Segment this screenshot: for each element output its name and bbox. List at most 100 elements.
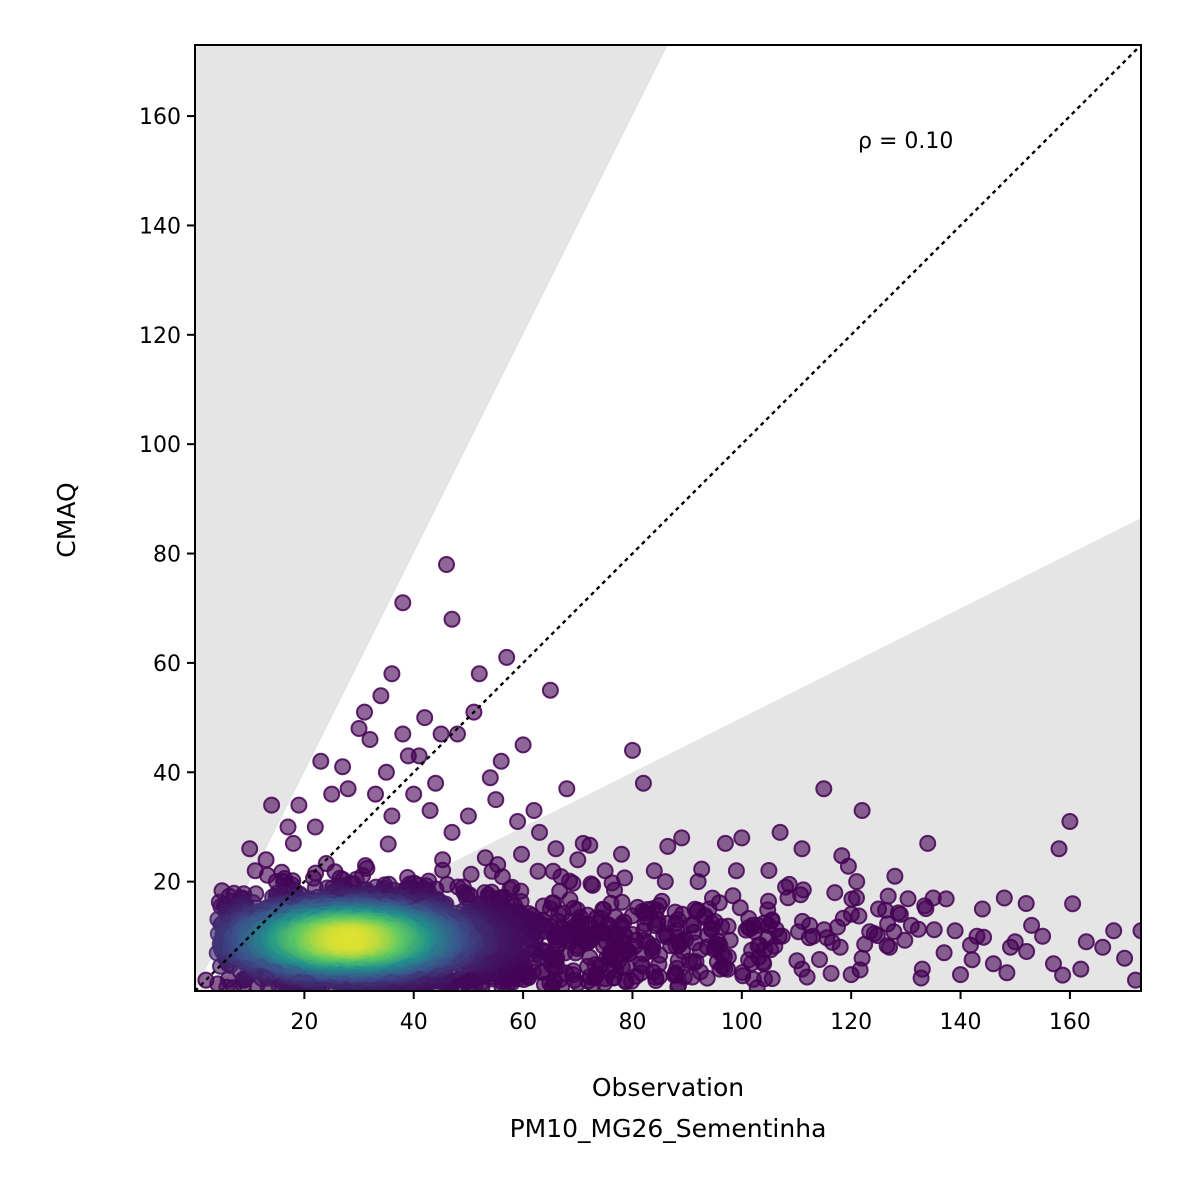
annotation-correlation: ρ = 0.10 bbox=[858, 129, 953, 154]
data-point bbox=[973, 900, 991, 918]
data-point bbox=[822, 964, 840, 982]
data-point bbox=[935, 944, 953, 962]
data-point bbox=[547, 840, 565, 858]
data-point bbox=[459, 807, 477, 825]
data-point bbox=[1023, 916, 1041, 934]
data-point bbox=[659, 837, 677, 855]
data-point bbox=[839, 857, 857, 875]
data-point bbox=[432, 725, 450, 743]
one-to-one-line bbox=[195, 45, 1141, 991]
y-tick-label: 80 bbox=[153, 543, 181, 568]
data-point bbox=[1017, 895, 1035, 912]
data-point bbox=[771, 823, 789, 841]
data-point bbox=[886, 867, 904, 885]
data-point bbox=[634, 774, 652, 792]
data-point bbox=[1072, 960, 1090, 978]
data-point bbox=[919, 834, 937, 852]
data-point bbox=[1064, 895, 1082, 913]
data-point bbox=[306, 818, 324, 836]
data-point bbox=[394, 594, 412, 612]
data-point bbox=[438, 556, 455, 573]
data-point bbox=[462, 865, 480, 883]
data-point bbox=[377, 763, 395, 781]
data-point bbox=[290, 796, 308, 814]
data-point bbox=[361, 731, 379, 748]
x-tick-label: 20 bbox=[290, 1010, 318, 1035]
data-point bbox=[379, 835, 397, 853]
data-point bbox=[946, 922, 964, 940]
data-point bbox=[356, 703, 373, 721]
data-point bbox=[470, 665, 488, 683]
data-point bbox=[498, 648, 516, 666]
data-point bbox=[925, 921, 943, 939]
y-tick-label: 20 bbox=[153, 871, 181, 896]
data-point bbox=[984, 955, 1002, 973]
data-point bbox=[879, 915, 897, 933]
y-tick-label: 120 bbox=[139, 324, 181, 349]
x-tick-label: 60 bbox=[509, 1010, 537, 1035]
data-point bbox=[952, 966, 969, 984]
data-point bbox=[1132, 922, 1141, 940]
data-point bbox=[1054, 966, 1072, 984]
data-point bbox=[509, 813, 527, 830]
shaded-regions bbox=[195, 45, 1141, 991]
data-point bbox=[350, 720, 368, 737]
data-point bbox=[323, 785, 341, 803]
data-point bbox=[312, 752, 330, 770]
data-point bbox=[421, 802, 439, 819]
data-point bbox=[1034, 927, 1052, 945]
data-point bbox=[383, 665, 401, 683]
data-point bbox=[443, 823, 461, 841]
data-point bbox=[856, 935, 874, 953]
data-point bbox=[733, 829, 751, 847]
data-point bbox=[514, 736, 532, 754]
x-axis-sublabel: PM10_MG26_Sementinha bbox=[510, 1114, 827, 1143]
data-point bbox=[531, 823, 548, 841]
data-point bbox=[1050, 840, 1068, 858]
data-point bbox=[743, 941, 761, 959]
data-point bbox=[383, 807, 401, 825]
data-point bbox=[963, 951, 981, 969]
y-axis-label: CMAQ bbox=[52, 482, 81, 557]
data-point bbox=[541, 681, 559, 699]
y-tick-label: 160 bbox=[139, 105, 181, 130]
data-point bbox=[399, 747, 417, 765]
x-tick-label: 100 bbox=[721, 1010, 763, 1035]
data-point bbox=[449, 725, 466, 743]
x-tick-label: 120 bbox=[830, 1010, 872, 1035]
data-point bbox=[394, 725, 412, 743]
data-point bbox=[848, 873, 866, 891]
data-point bbox=[737, 921, 755, 939]
data-point bbox=[1018, 943, 1036, 960]
data-point bbox=[487, 791, 505, 809]
data-point bbox=[779, 889, 797, 907]
data-point bbox=[284, 834, 302, 852]
data-point bbox=[584, 876, 602, 894]
data-point bbox=[731, 899, 749, 917]
data-point bbox=[896, 931, 914, 949]
data-point bbox=[656, 873, 674, 891]
data-point bbox=[851, 961, 869, 979]
data-point bbox=[581, 836, 599, 854]
data-point bbox=[790, 923, 807, 941]
data-point bbox=[826, 884, 844, 902]
data-point bbox=[878, 937, 896, 955]
data-point bbox=[443, 610, 461, 628]
data-point bbox=[1077, 933, 1095, 951]
data-point bbox=[645, 862, 663, 880]
data-point bbox=[241, 840, 259, 858]
data-point bbox=[962, 936, 979, 954]
data-point bbox=[727, 862, 745, 880]
data-point bbox=[877, 901, 894, 919]
data-point bbox=[793, 840, 811, 858]
data-point bbox=[1116, 949, 1134, 967]
data-point bbox=[338, 930, 355, 948]
data-point bbox=[339, 780, 357, 798]
x-tick-label: 160 bbox=[1049, 1010, 1091, 1035]
data-point bbox=[624, 741, 641, 759]
points-layer bbox=[197, 556, 1141, 991]
data-point bbox=[853, 802, 871, 819]
y-tick-label: 100 bbox=[139, 433, 181, 458]
data-point bbox=[909, 920, 927, 938]
data-point bbox=[513, 845, 530, 863]
